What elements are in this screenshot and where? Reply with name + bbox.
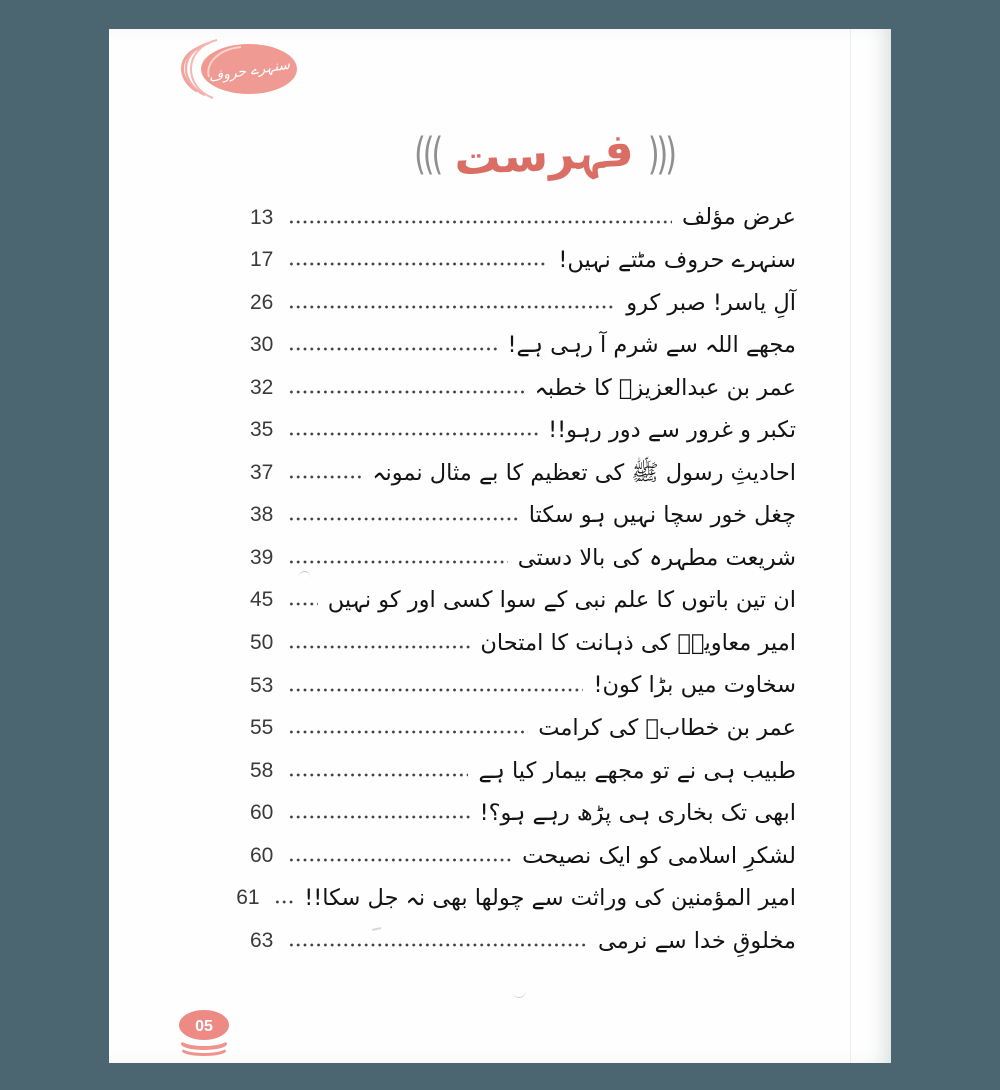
toc-entry-title: مجھے اللہ سے شرم آ رہی ہے!	[507, 332, 796, 359]
toc-leader-dots	[288, 687, 584, 692]
toc-entry-title: سنہرے حروف مٹتے نہیں!	[558, 246, 796, 273]
toc-entry: مجھے اللہ سے شرم آ رہی ہے! 30	[250, 317, 796, 360]
toc-entry-title: سخاوت میں بڑا کون!	[593, 672, 796, 699]
toc-entry-title: چغل خور سچا نہیں ہو سکتا	[528, 502, 796, 529]
toc-entry-page: 37	[250, 460, 274, 484]
scan-fold-line	[850, 29, 851, 1063]
scan-artifact	[512, 990, 527, 999]
toc-entry-page: 35	[250, 418, 274, 442]
toc-leader-dots	[288, 347, 498, 352]
book-logo-graphic: سنہرے حروف	[181, 39, 297, 99]
toc-entry-title: تکبر و غرور سے دور رہو!!	[548, 417, 796, 444]
toc-entry-title: ان تین باتوں کا علم نبی کے سوا کسی اور ک…	[327, 587, 796, 614]
toc-leader-dots	[288, 857, 513, 862]
logo-swoosh-icon	[184, 41, 210, 97]
toc-entry-page: 50	[250, 631, 274, 655]
toc-leader-dots	[288, 645, 471, 650]
toc-entry: تکبر و غرور سے دور رہو!! 35	[250, 402, 796, 445]
toc-leader-dots	[288, 559, 508, 564]
toc-entry-title: مخلوقِ خدا سے نرمی	[597, 927, 796, 954]
toc-entry-title: شریعت مطہرہ کی بالا دستی	[517, 544, 796, 571]
toc-entry-title: طبیب ہی نے تو مجھے بیمار کیا ہے	[478, 757, 796, 784]
toc-entry-page: 60	[250, 843, 274, 867]
toc-entry: لشکرِ اسلامی کو ایک نصیحت 60	[250, 827, 796, 870]
toc-entry-title: امیر المؤمنین کی وراثت سے چولھا بھی نہ ج…	[304, 885, 796, 912]
badge-oval	[179, 1010, 229, 1040]
toc-entry: ابھی تک بخاری ہی پڑھ رہے ہو؟! 60	[250, 785, 796, 828]
toc-leader-dots	[288, 219, 672, 224]
toc-entry: سنہرے حروف مٹتے نہیں! 17	[250, 232, 796, 275]
toc-entry-page: 58	[250, 758, 274, 782]
toc-entry: عمر بن خطابؓ کی کرامت 55	[250, 700, 796, 743]
toc-entry-title: احادیثِ رسول ﷺ کی تعظیم کا بے مثال نمونہ	[372, 459, 796, 486]
toc-entry: آلِ یاسر! صبر کرو 26	[250, 274, 796, 317]
logo-oval	[201, 44, 297, 94]
page-badge-graphic: 05	[179, 1010, 229, 1056]
logo-inner-arc	[207, 46, 242, 78]
page-number: 05	[195, 1018, 213, 1035]
toc-leader-dots	[288, 262, 549, 267]
toc-entry-page: 17	[250, 248, 274, 272]
page-number-badge: 05	[175, 1007, 235, 1059]
toc-leader-dots	[288, 772, 469, 777]
toc-entry-page: 38	[250, 503, 274, 527]
toc-entry-page: 39	[250, 545, 274, 569]
toc-entry: امیر معاویہؓ کی ذہانت کا امتحان 50	[250, 614, 796, 657]
right-wave-ornament-icon: )))	[647, 128, 677, 180]
toc-entry-page: 61	[236, 886, 260, 910]
toc-leader-dots	[288, 815, 470, 820]
toc-leader-dots	[274, 900, 295, 905]
toc-entry-title: عمر بن عبدالعزیزؒ کا خطبہ	[534, 374, 796, 401]
toc-entry: چغل خور سچا نہیں ہو سکتا 38	[250, 487, 796, 530]
toc-entry: طبیب ہی نے تو مجھے بیمار کیا ہے 58	[250, 742, 796, 785]
toc-leader-dots	[288, 730, 529, 735]
toc-leader-dots	[288, 389, 525, 394]
toc-entry-page: 53	[250, 673, 274, 697]
toc-entry-page: 60	[250, 801, 274, 825]
toc-entry-page: 26	[250, 290, 274, 314]
toc-entry: ان تین باتوں کا علم نبی کے سوا کسی اور ک…	[250, 572, 796, 615]
toc-entry-page: 13	[250, 205, 274, 229]
book-logo: سنہرے حروف	[167, 37, 303, 101]
toc-entry: احادیثِ رسول ﷺ کی تعظیم کا بے مثال نمونہ…	[250, 444, 796, 487]
toc-entry-title: عرض مؤلف	[681, 204, 796, 231]
toc-leader-dots	[288, 304, 617, 309]
toc-entry: امیر المؤمنین کی وراثت سے چولھا بھی نہ ج…	[236, 870, 796, 913]
logo-swoosh-icon	[190, 39, 218, 99]
left-wave-ornament-icon: (((	[414, 128, 443, 180]
toc-entry-title: لشکرِ اسلامی کو ایک نصیحت	[522, 842, 796, 869]
toc-leader-dots	[288, 602, 318, 607]
toc-entry-title: آلِ یاسر! صبر کرو	[626, 289, 796, 316]
page-title: فہرست	[452, 122, 636, 186]
toc-entry: عمر بن عبدالعزیزؒ کا خطبہ 32	[250, 359, 796, 402]
toc-entry-page: 45	[250, 588, 274, 612]
page-title-block: ((( فہرست )))	[399, 115, 689, 193]
toc-leader-dots	[288, 517, 519, 522]
toc-entry-page: 32	[250, 375, 274, 399]
toc-entry-title: ابھی تک بخاری ہی پڑھ رہے ہو؟!	[479, 800, 796, 827]
toc-entry-page: 55	[250, 716, 274, 740]
toc-entry-title: امیر معاویہؓ کی ذہانت کا امتحان	[480, 629, 796, 656]
toc-list: عرض مؤلف 13 سنہرے حروف مٹتے نہیں! 17 آلِ یاس…	[236, 189, 796, 955]
toc-entry: مخلوقِ خدا سے نرمی 63	[250, 912, 796, 955]
toc-entry: عرض مؤلف 13	[250, 189, 796, 232]
toc-entry-page: 30	[250, 333, 274, 357]
toc-leader-dots	[288, 942, 588, 947]
toc-entry-page: 63	[250, 928, 274, 952]
toc-entry: شریعت مطہرہ کی بالا دستی 39	[250, 529, 796, 572]
toc-entry-title: عمر بن خطابؓ کی کرامت	[538, 714, 796, 741]
toc-leader-dots	[288, 432, 539, 437]
toc-leader-dots	[288, 474, 363, 479]
book-page: سنہرے حروف ((( فہرست ))) عرض مؤلف 13 سنہرے…	[109, 29, 891, 1063]
scan-artifact	[298, 571, 311, 579]
toc-entry: سخاوت میں بڑا کون! 53	[250, 657, 796, 700]
